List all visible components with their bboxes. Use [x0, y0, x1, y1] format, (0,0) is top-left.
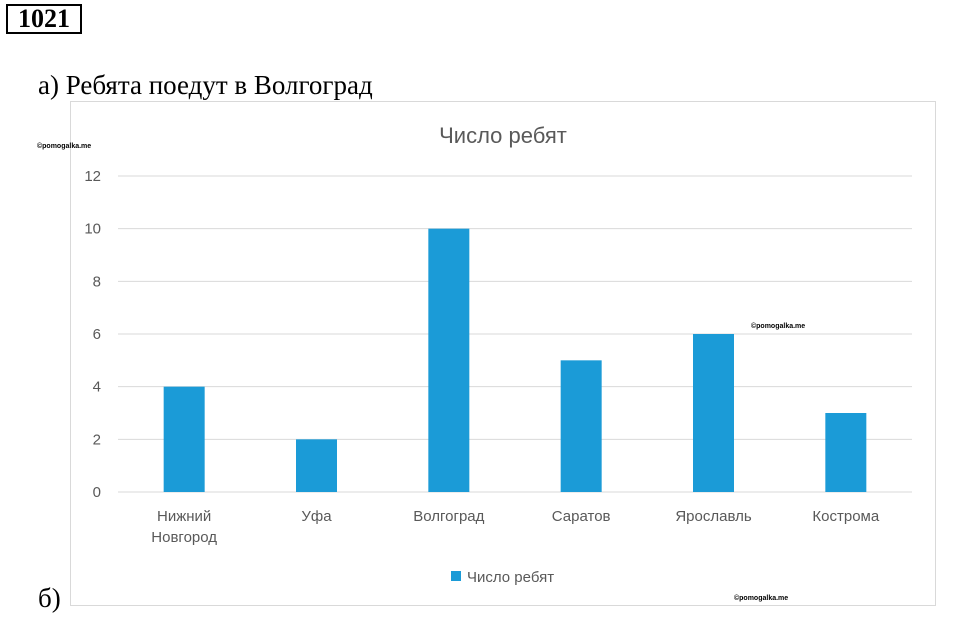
- x-axis-labels: Нижний Новгород Уфа Волгоград Саратов Ярослав…: [151, 508, 880, 546]
- y-tick-label: 0: [93, 484, 101, 501]
- x-tick-label: Саратов: [552, 508, 611, 525]
- bar: [825, 413, 867, 492]
- x-tick-label: Волгоград: [413, 508, 484, 525]
- y-tick-label: 6: [93, 326, 101, 343]
- bars: [163, 228, 867, 492]
- x-tick-label: Уфа: [301, 508, 332, 525]
- y-tick-label: 12: [84, 168, 101, 185]
- watermark-3: ©pomogalka.me: [734, 595, 789, 602]
- x-tick-label: Нижний: [157, 508, 211, 525]
- watermark-2: ©pomogalka.me: [751, 323, 806, 330]
- bar: [428, 228, 470, 492]
- chart-frame: [70, 101, 936, 606]
- y-tick-label: 8: [93, 273, 101, 290]
- watermark-1: ©pomogalka.me: [37, 143, 92, 150]
- problem-number: 1021: [6, 4, 82, 34]
- x-tick-label: Ярославль: [675, 508, 751, 525]
- part-a-answer: а) Ребята поедут в Волгоград: [38, 70, 373, 100]
- gridlines: [118, 175, 912, 493]
- bar: [163, 386, 205, 492]
- legend-label: Число ребят: [467, 569, 554, 586]
- part-b-label: б): [38, 583, 61, 613]
- y-tick-label: 2: [93, 431, 101, 448]
- bar: [296, 439, 337, 492]
- bar: [693, 334, 734, 492]
- x-tick-label: Кострома: [812, 508, 879, 525]
- bar: [560, 360, 602, 492]
- x-tick-label: Новгород: [151, 529, 217, 546]
- y-axis-ticks: 0 2 4 6 8 10 12: [84, 168, 101, 501]
- chart-title: Число ребят: [439, 123, 567, 148]
- legend: Число ребят: [451, 569, 554, 586]
- y-tick-label: 4: [93, 379, 101, 396]
- y-tick-label: 10: [84, 221, 101, 238]
- legend-swatch: [451, 571, 461, 581]
